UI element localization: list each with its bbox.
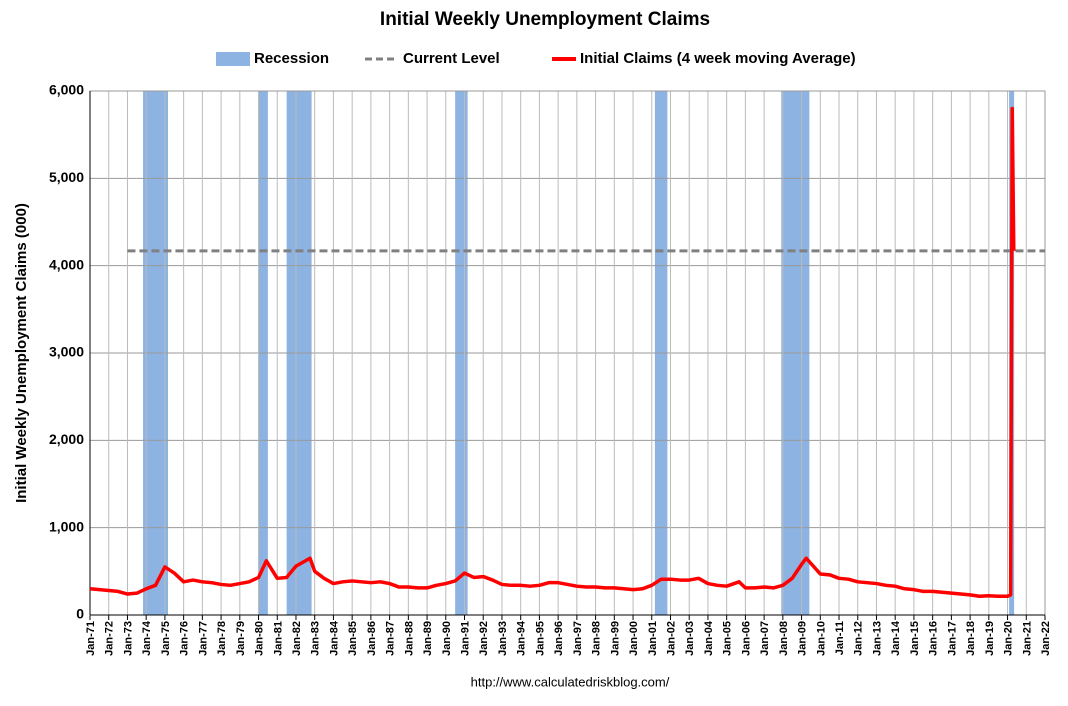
x-tick-label: Jan-80 xyxy=(254,621,266,656)
x-tick-label: Jan-79 xyxy=(235,621,247,656)
legend-label: Recession xyxy=(254,50,329,67)
x-tick-label: Jan-92 xyxy=(478,621,490,656)
x-tick-label: Jan-75 xyxy=(160,621,172,656)
x-tick-label: Jan-84 xyxy=(328,620,340,656)
y-tick-label: 3,000 xyxy=(49,344,84,360)
x-tick-label: Jan-73 xyxy=(122,621,134,656)
y-tick-label: 5,000 xyxy=(49,169,84,185)
x-tick-label: Jan-96 xyxy=(553,621,565,656)
x-tick-label: Jan-98 xyxy=(591,621,603,656)
x-tick-label: Jan-09 xyxy=(797,621,809,656)
x-tick-label: Jan-86 xyxy=(366,621,378,656)
x-tick-label: Jan-04 xyxy=(703,620,715,656)
x-tick-label: Jan-78 xyxy=(216,621,228,656)
x-tick-label: Jan-76 xyxy=(179,621,191,656)
x-tick-label: Jan-89 xyxy=(422,621,434,656)
source: http://www.calculatedriskblog.com/ xyxy=(471,674,670,689)
x-tick-label: Jan-90 xyxy=(441,621,453,656)
x-tick-label: Jan-00 xyxy=(628,621,640,656)
x-tick-label: Jan-72 xyxy=(104,621,116,656)
legend-label: Initial Claims (4 week moving Average) xyxy=(580,50,856,67)
x-tick-label: Jan-16 xyxy=(928,621,940,656)
x-tick-label: Jan-91 xyxy=(460,621,472,656)
x-tick-label: Jan-11 xyxy=(834,621,846,655)
x-tick-label: Jan-05 xyxy=(722,621,734,656)
x-tick-label: Jan-10 xyxy=(815,621,827,656)
y-tick-label: 1,000 xyxy=(49,518,84,534)
x-tick-label: Jan-85 xyxy=(347,621,359,656)
y-tick-label: 0 xyxy=(76,606,84,622)
y-axis-title: Initial Weekly Unemployment Claims (000) xyxy=(13,203,30,503)
x-tick-label: Jan-94 xyxy=(516,620,528,656)
legend-label: Current Level xyxy=(403,50,500,67)
x-tick-label: Jan-01 xyxy=(647,621,659,656)
x-tick-label: Jan-99 xyxy=(609,621,621,656)
x-tick-label: Jan-17 xyxy=(946,621,958,656)
x-tick-label: Jan-02 xyxy=(665,621,677,656)
x-tick-label: Jan-12 xyxy=(853,621,865,656)
x-tick-label: Jan-81 xyxy=(272,621,284,656)
x-tick-label: Jan-87 xyxy=(385,621,397,656)
x-tick-label: Jan-88 xyxy=(403,621,415,656)
x-tick-label: Jan-22 xyxy=(1040,621,1052,656)
series-line xyxy=(89,106,1016,598)
x-tick-label: Jan-93 xyxy=(497,621,509,656)
x-tick-label: Jan-21 xyxy=(1021,621,1033,656)
x-tick-label: Jan-07 xyxy=(759,621,771,656)
x-tick-label: Jan-08 xyxy=(778,621,790,656)
x-tick-label: Jan-13 xyxy=(871,621,883,656)
y-tick-label: 4,000 xyxy=(49,256,84,272)
chart-title: Initial Weekly Unemployment Claims xyxy=(380,9,710,30)
legend-swatch xyxy=(216,52,250,66)
x-tick-label: Jan-15 xyxy=(909,621,921,656)
x-tick-label: Jan-19 xyxy=(984,621,996,656)
x-tick-label: Jan-82 xyxy=(291,621,303,656)
x-tick-label: Jan-18 xyxy=(965,621,977,656)
x-tick-label: Jan-77 xyxy=(197,621,209,656)
x-tick-label: Jan-06 xyxy=(740,621,752,656)
x-tick-label: Jan-20 xyxy=(1003,621,1015,656)
x-tick-label: Jan-14 xyxy=(890,620,902,656)
y-tick-label: 6,000 xyxy=(49,82,84,98)
x-tick-label: Jan-95 xyxy=(534,621,546,656)
x-tick-label: Jan-97 xyxy=(572,621,584,656)
x-tick-label: Jan-71 xyxy=(85,621,97,656)
x-tick-label: Jan-83 xyxy=(310,621,322,656)
x-tick-label: Jan-74 xyxy=(141,620,153,656)
x-tick-label: Jan-03 xyxy=(684,621,696,656)
y-tick-label: 2,000 xyxy=(49,431,84,447)
